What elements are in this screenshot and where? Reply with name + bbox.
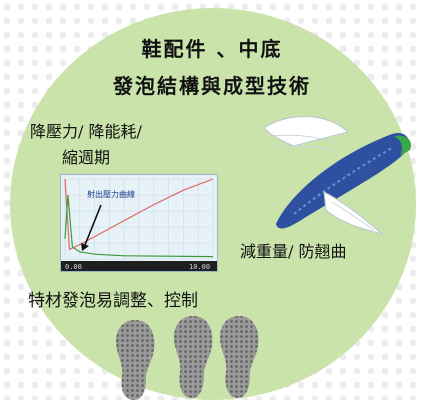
injection-pressure-chart: 射出壓力曲線 0.00 10.00 (60, 174, 218, 272)
series-line-1 (64, 178, 214, 251)
series-line-2 (64, 194, 214, 258)
annotation-label: 射出壓力曲線 (87, 189, 135, 199)
reduce-pressure-label: 降壓力/ 降能耗/ (30, 122, 142, 141)
shoe-sole-icon (220, 316, 259, 398)
title-line-2: 發泡結構與成型技術 (113, 74, 311, 98)
shoe-sole-icon (116, 320, 155, 400)
cycle-label: 縮週期 (62, 148, 111, 167)
annotation-arrowhead (81, 243, 89, 251)
chart-series (64, 178, 214, 258)
x-tick-label-end: 10.00 (189, 263, 210, 271)
title-line-1: 鞋配件 、中底 (141, 37, 283, 61)
chart-grid (64, 178, 214, 260)
weight-warp-label: 減重量/ 防翹曲 (240, 242, 347, 261)
x-tick-label-start: 0.00 (65, 263, 82, 271)
winged-shoe-icon (263, 116, 412, 235)
foam-control-label: 特材發泡易調整、控制 (28, 291, 198, 311)
annotation-arrow-line (84, 204, 102, 246)
chart-axis-bar (61, 261, 217, 271)
shoe-sole-icon (174, 316, 213, 398)
chart-svg: 射出壓力曲線 0.00 10.00 (61, 178, 217, 271)
